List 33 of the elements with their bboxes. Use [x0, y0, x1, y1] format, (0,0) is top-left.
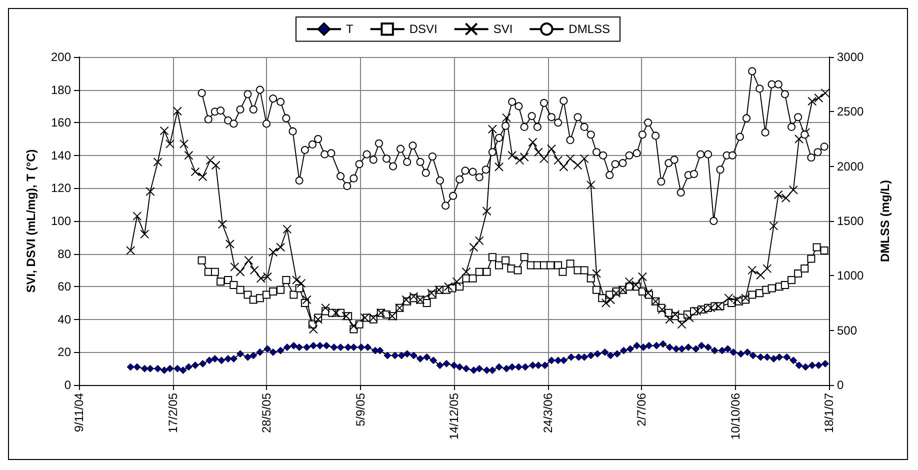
y2-tick-label: 3000 [837, 50, 864, 64]
x-tick-label: 17/2/05 [166, 392, 180, 434]
y2-tick-label: 500 [837, 323, 858, 338]
x-tick-label: 2/7/06 [634, 392, 648, 426]
y-tick-label: 180 [50, 82, 72, 97]
y-tick-label: 80 [58, 246, 72, 261]
legend-label: DMLSS [568, 22, 610, 36]
legend-label: T [346, 22, 354, 36]
legend-label: SVI [493, 22, 513, 36]
x-tick-label: 24/3/06 [540, 392, 555, 434]
y-axis-title: SVI, DSVI (mL/mg), T (°C) [24, 149, 38, 293]
y-tick-label: 140 [50, 148, 72, 162]
x-tick-label: 9/11/04 [72, 392, 86, 432]
y-tick-label: 40 [58, 312, 72, 326]
y-tick-label: 120 [50, 181, 72, 196]
y-tick-label: 100 [50, 214, 72, 228]
y-tick-label: 200 [50, 50, 72, 64]
y2-tick-label: 0 [837, 378, 844, 392]
x-tick-label: 5/9/05 [353, 392, 368, 426]
y-tick-label: 160 [50, 116, 72, 130]
y2-tick-label: 1500 [837, 214, 864, 228]
y-tick-label: 20 [58, 345, 72, 360]
x-tick-label: 28/5/05 [260, 392, 274, 434]
y-tick-label: 0 [64, 378, 72, 392]
y2-tick-label: 2000 [837, 159, 864, 174]
y2-tick-label: 1000 [837, 268, 864, 283]
y2-tick-label: 2500 [837, 104, 864, 119]
x-tick-label: 18/1/07 [822, 392, 836, 434]
x-tick-label: 10/10/06 [728, 392, 742, 440]
legend-label: DSVI [409, 22, 438, 36]
y2-axis-title: DMLSS (mg/L) [878, 180, 892, 262]
y-tick-label: 60 [58, 280, 72, 294]
x-tick-label: 14/12/05 [447, 392, 461, 440]
